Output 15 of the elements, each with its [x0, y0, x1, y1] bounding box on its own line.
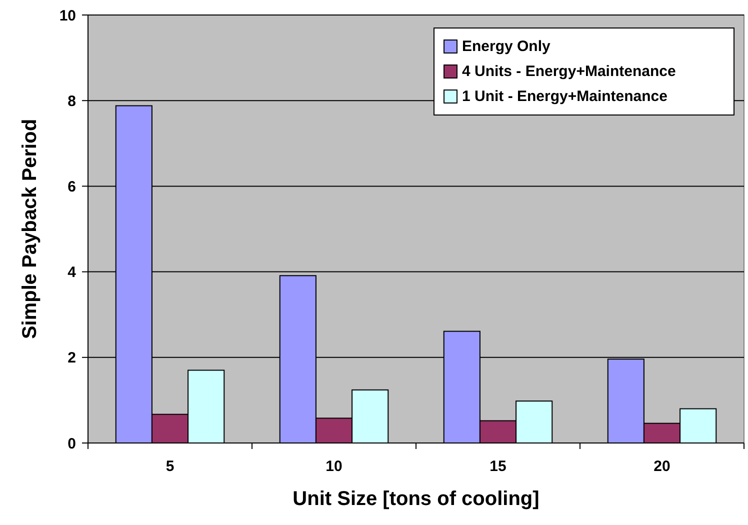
- x-tick-label: 5: [166, 458, 174, 475]
- y-tick-label: 0: [68, 435, 76, 452]
- legend-label: 4 Units - Energy+Maintenance: [462, 63, 676, 80]
- y-tick-label: 6: [68, 178, 76, 196]
- legend-label: Energy Only: [462, 38, 552, 55]
- y-tick-label: 4: [68, 264, 77, 282]
- y-tick-label: 2: [68, 350, 76, 367]
- x-tick-label: 10: [326, 458, 342, 475]
- y-axis-title: Simple Payback Period: [19, 118, 41, 340]
- y-tick-label: 8: [68, 92, 76, 110]
- y-tick-label: 10: [59, 7, 76, 24]
- x-axis-title: Unit Size [tons of cooling]: [292, 488, 540, 510]
- legend-label: 1 Unit - Energy+Maintenance: [462, 88, 668, 105]
- x-tick-label: 15: [490, 458, 506, 475]
- x-tick-label: 20: [654, 458, 670, 475]
